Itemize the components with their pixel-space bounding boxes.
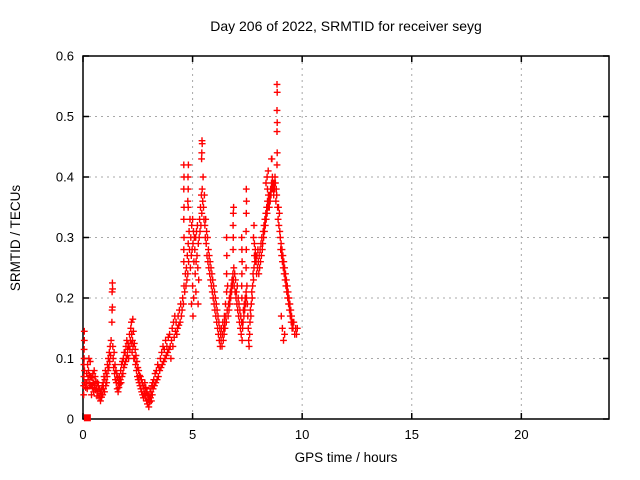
y-tick-label: 0.5 [56, 109, 74, 124]
x-tick-label: 10 [295, 427, 309, 442]
chart-title: Day 206 of 2022, SRMTID for receiver sey… [210, 18, 482, 34]
y-tick-label: 0.6 [56, 49, 74, 64]
y-tick-label: 0.2 [56, 291, 74, 306]
x-tick-label: 5 [189, 427, 196, 442]
y-tick-label: 0.4 [56, 170, 74, 185]
y-axis-label: SRMTID / TECUs [8, 185, 23, 292]
y-tick-label: 0.1 [56, 351, 74, 366]
plot-frame [82, 55, 610, 420]
x-tick-label: 20 [514, 427, 528, 442]
origin-square-point [83, 414, 91, 422]
x-axis-label: GPS time / hours [295, 450, 398, 465]
srmtid-plus-points [80, 81, 301, 411]
x-tick-label: 15 [405, 427, 419, 442]
tick-label-layer: 0 5 10 15 20 0 0.1 0.2 0.3 0.4 0.5 0.6 [56, 49, 529, 443]
grid-layer [83, 56, 609, 419]
y-tick-label: 0.3 [56, 230, 74, 245]
data-points-layer [80, 81, 301, 422]
x-tick-label: 0 [79, 427, 86, 442]
y-tick-label: 0 [67, 412, 74, 427]
